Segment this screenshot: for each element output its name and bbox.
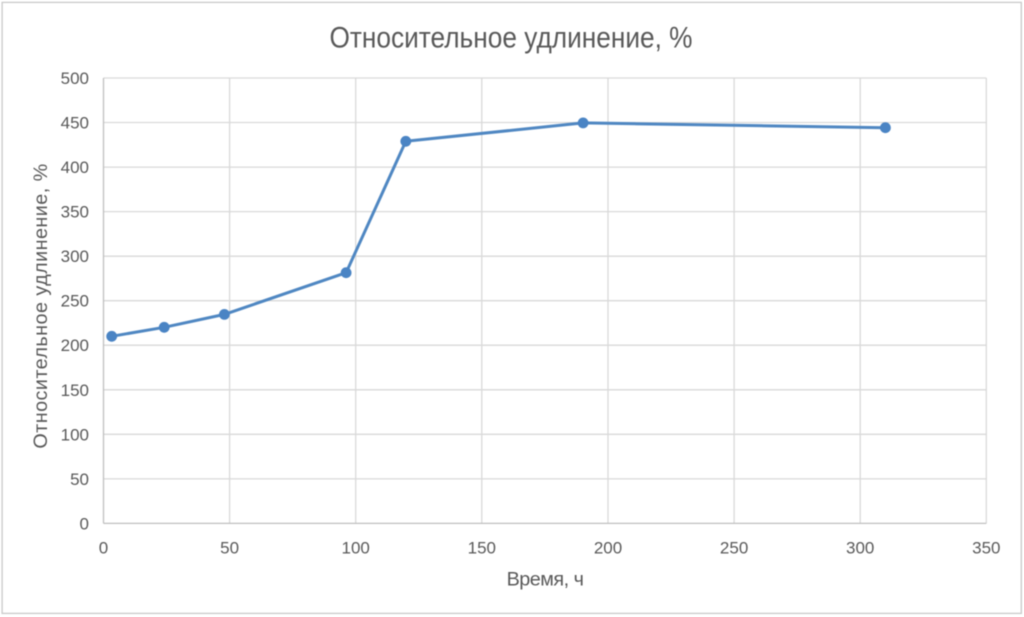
svg-text:50: 50 xyxy=(70,470,89,489)
svg-text:Относительное удлинение, %: Относительное удлинение, % xyxy=(30,163,52,448)
svg-text:100: 100 xyxy=(342,538,370,557)
svg-text:300: 300 xyxy=(61,247,89,266)
svg-text:350: 350 xyxy=(61,203,89,222)
svg-text:0: 0 xyxy=(99,538,108,557)
svg-text:200: 200 xyxy=(61,336,89,355)
svg-text:150: 150 xyxy=(468,538,496,557)
svg-text:400: 400 xyxy=(61,158,89,177)
svg-text:300: 300 xyxy=(846,538,874,557)
svg-text:450: 450 xyxy=(61,114,89,133)
svg-text:250: 250 xyxy=(720,538,748,557)
svg-text:0: 0 xyxy=(80,514,89,533)
svg-text:350: 350 xyxy=(972,538,1000,557)
svg-text:150: 150 xyxy=(61,381,89,400)
svg-text:100: 100 xyxy=(61,425,89,444)
svg-text:500: 500 xyxy=(61,69,89,88)
svg-text:50: 50 xyxy=(220,538,239,557)
svg-text:Время, ч: Время, ч xyxy=(507,568,584,590)
svg-text:250: 250 xyxy=(61,292,89,311)
svg-text:Относительное удлинение, %: Относительное удлинение, % xyxy=(329,21,692,54)
svg-text:200: 200 xyxy=(594,538,622,557)
